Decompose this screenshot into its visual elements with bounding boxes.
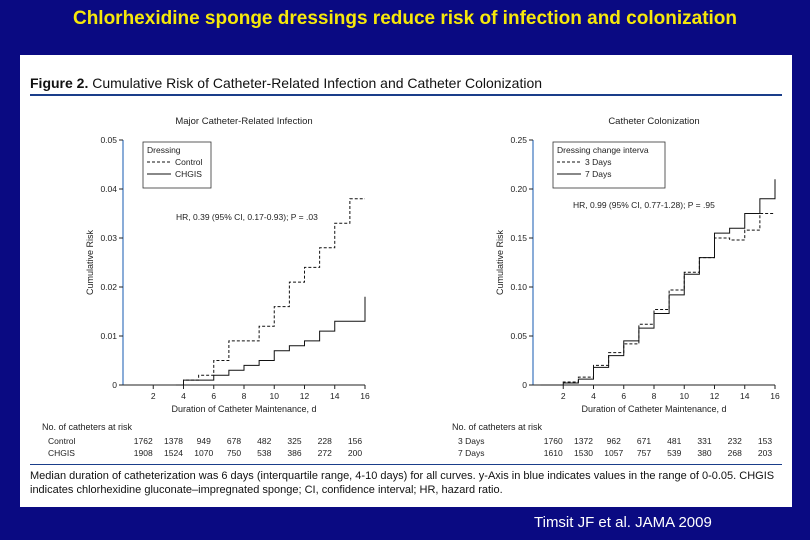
chart2-at-risk-value: 331 <box>697 436 711 446</box>
chart2-x-tick-label: 2 <box>561 391 566 401</box>
chart2-legend-label: 3 Days <box>585 157 611 167</box>
chart1-x-tick-label: 2 <box>151 391 156 401</box>
chart1-at-risk-value: 386 <box>287 448 301 458</box>
chart1-at-risk-label: Control <box>48 436 76 446</box>
figure-panel: Figure 2. Cumulative Risk of Catheter-Re… <box>20 55 792 507</box>
figure-title-text: Cumulative Risk of Catheter-Related Infe… <box>92 75 543 91</box>
chart2-x-tick-label: 6 <box>621 391 626 401</box>
chart1-at-risk-value: 228 <box>318 436 332 446</box>
chart1-legend-label: CHGIS <box>175 169 202 179</box>
figure-label: Figure 2. <box>30 75 89 91</box>
chart1-y-tick-label: 0.03 <box>100 233 117 243</box>
chart1-at-risk-value: 1762 <box>134 436 153 446</box>
chart1-at-risk-label: CHGIS <box>48 448 75 458</box>
chart1-at-risk-value: 1524 <box>164 448 183 458</box>
chart1-series-2-line <box>175 296 366 386</box>
chart2-x-tick-label: 12 <box>710 391 720 401</box>
chart1-x-tick-label: 10 <box>270 391 280 401</box>
chart2-at-risk-value: 1372 <box>574 436 593 446</box>
chart2-at-risk-label: 7 Days <box>458 448 484 458</box>
chart2-at-risk-value: 757 <box>637 448 651 458</box>
chart1-y-tick-label: 0.05 <box>100 135 117 145</box>
chart2-at-risk-header: No. of catheters at risk <box>452 422 543 432</box>
chart1-legend-title: Dressing <box>147 145 181 155</box>
chart2-title: Catheter Colonization <box>608 116 699 127</box>
chart1-at-risk-value: 1908 <box>134 448 153 458</box>
chart1-at-risk-value: 325 <box>287 436 301 446</box>
chart2-legend-box <box>552 141 666 189</box>
chart2-at-risk-value: 1760 <box>544 436 563 446</box>
chart1-title: Major Catheter-Related Infection <box>175 116 312 127</box>
chart1-y-axis-label: Cumulative Risk <box>85 229 95 295</box>
chart2-at-risk-value: 203 <box>758 448 772 458</box>
slide-title: Chlorhexidine sponge dressings reduce ri… <box>72 8 738 29</box>
chart2-at-risk-value: 1530 <box>574 448 593 458</box>
chart2-y-axis-label: Cumulative Risk <box>495 229 505 295</box>
chart1-legend-label: Control <box>175 157 203 167</box>
chart1-annotation: HR, 0.39 (95% CI, 0.17-0.93); P = .03 <box>176 212 318 222</box>
chart1-y-tick-label: 0 <box>112 380 117 390</box>
chart2-y-tick-label: 0.05 <box>510 331 527 341</box>
chart1-x-tick-label: 16 <box>360 391 370 401</box>
chart1-x-tick-label: 14 <box>330 391 340 401</box>
chart1-at-risk-value: 678 <box>227 436 241 446</box>
chart2-at-risk-value: 671 <box>637 436 651 446</box>
chart1-x-tick-label: 6 <box>211 391 216 401</box>
chart2-x-tick-label: 8 <box>652 391 657 401</box>
km-charts: Major Catheter-Related Infection 0 0.01 0.0… <box>42 116 780 458</box>
chart2-y-tick-label: 0.25 <box>510 135 527 145</box>
chart1-at-risk-value: 156 <box>348 436 362 446</box>
chart2-at-risk-value: 153 <box>758 436 772 446</box>
chart2-y-tick-label: 0 <box>522 380 527 390</box>
chart1-x-axis-label: Duration of Catheter Maintenance, d <box>171 404 316 414</box>
chart2-legend-label: 7 Days <box>585 169 611 179</box>
chart2-at-risk-value: 232 <box>728 436 742 446</box>
chart1-legend-box <box>142 141 212 189</box>
chart1-y-tick-label: 0.04 <box>100 184 117 194</box>
chart2-at-risk-value: 539 <box>667 448 681 458</box>
chart2-series-1-line <box>540 213 775 386</box>
chart2-at-risk-value: 268 <box>728 448 742 458</box>
chart2-at-risk-value: 481 <box>667 436 681 446</box>
chart2-x-tick-label: 16 <box>770 391 780 401</box>
figure-title: Figure 2. Cumulative Risk of Catheter-Re… <box>30 75 542 91</box>
chart2-x-tick-label: 10 <box>680 391 690 401</box>
chart2-x-tick-label: 14 <box>740 391 750 401</box>
chart1-y-tick-label: 0.01 <box>100 331 117 341</box>
figure-caption: Median duration of catheterization was 6… <box>30 470 775 496</box>
chart2-at-risk-value: 1057 <box>604 448 623 458</box>
caption-rule <box>30 464 782 465</box>
title-rule <box>30 94 782 96</box>
chart1-at-risk-value: 482 <box>257 436 271 446</box>
chart2-at-risk-label: 3 Days <box>458 436 484 446</box>
chart1-at-risk-value: 272 <box>318 448 332 458</box>
chart2-x-axis-label: Duration of Catheter Maintenance, d <box>581 404 726 414</box>
chart2-y-tick-label: 0.15 <box>510 233 527 243</box>
chart2-x-tick-label: 4 <box>591 391 596 401</box>
chart2-legend-title: Dressing change interva <box>557 145 649 155</box>
chart2-at-risk-value: 380 <box>697 448 711 458</box>
chart2-y-tick-label: 0.10 <box>510 282 527 292</box>
citation: Timsit JF et al. JAMA 2009 <box>534 514 712 531</box>
chart1-x-tick-label: 12 <box>300 391 310 401</box>
chart1-at-risk-header: No. of catheters at risk <box>42 422 133 432</box>
chart1-x-tick-label: 8 <box>242 391 247 401</box>
chart1-x-tick-label: 4 <box>181 391 186 401</box>
chart1-at-risk-value: 538 <box>257 448 271 458</box>
chart1-at-risk-value: 750 <box>227 448 241 458</box>
chart1-at-risk-value: 1378 <box>164 436 183 446</box>
chart1-at-risk-value: 200 <box>348 448 362 458</box>
chart2-y-tick-label: 0.20 <box>510 184 527 194</box>
chart1-at-risk-value: 1070 <box>194 448 213 458</box>
chart2-at-risk-value: 1610 <box>544 448 563 458</box>
chart2-series-2-line <box>540 179 776 386</box>
chart1-series-1-line <box>175 198 365 386</box>
chart2-annotation: HR, 0.99 (95% CI, 0.77-1.28); P = .95 <box>573 200 715 210</box>
chart1-at-risk-value: 949 <box>197 436 211 446</box>
chart2-at-risk-value: 962 <box>607 436 621 446</box>
chart1-y-tick-label: 0.02 <box>100 282 117 292</box>
